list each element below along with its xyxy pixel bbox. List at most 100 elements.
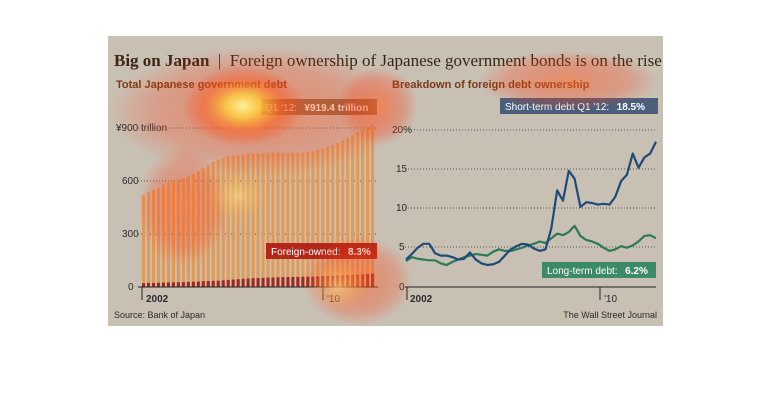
total-bar <box>316 149 320 287</box>
short-term-label-prefix: Short-term debt Q1 '12: <box>505 102 609 113</box>
total-bar <box>336 143 340 287</box>
foreign-bar <box>246 278 250 287</box>
left-total-label: Q1 '12: ¥919.4 trillion <box>261 99 377 115</box>
title-bold: Big on Japan <box>114 51 210 70</box>
total-bar <box>366 127 370 288</box>
total-bar <box>251 153 255 287</box>
total-bar <box>326 146 330 287</box>
foreign-bar <box>161 282 165 287</box>
right-subtitle: Breakdown of foreign debt ownership <box>392 79 590 91</box>
total-bar <box>206 165 210 287</box>
foreign-bar <box>186 281 190 287</box>
foreign-bar <box>336 275 340 287</box>
foreign-bar <box>176 282 180 287</box>
long-term-label-prefix: Long-term debt: <box>547 266 618 277</box>
foreign-bar <box>226 279 230 287</box>
total-bar <box>216 159 220 287</box>
total-bar <box>186 176 190 287</box>
right-y-tick-10: 10 <box>396 203 408 214</box>
title-rest: Foreign ownership of Japanese government… <box>230 51 662 70</box>
foreign-bar <box>361 274 365 287</box>
foreign-bar <box>216 280 220 287</box>
total-bar <box>311 150 315 287</box>
left-y-tick-300: 300 <box>122 229 139 240</box>
total-bar <box>201 168 205 287</box>
foreign-bar <box>286 277 290 287</box>
total-bar <box>196 171 200 287</box>
left-y-tick-0: 0 <box>128 282 134 293</box>
foreign-bar <box>326 276 330 287</box>
total-bar <box>171 181 175 287</box>
total-bar <box>176 179 180 287</box>
credit-text: The Wall Street Journal <box>563 310 657 320</box>
total-bar <box>331 144 335 287</box>
foreign-bar <box>206 280 210 287</box>
foreign-bar <box>151 282 156 287</box>
long-term-label-text: Long-term debt: 6.2% <box>547 261 648 278</box>
foreign-bar <box>261 277 265 287</box>
total-bar <box>231 155 235 287</box>
total-bar <box>291 152 295 287</box>
foreign-bar <box>142 283 146 287</box>
left-x-tick-10: '10 <box>327 294 340 305</box>
foreign-bar <box>281 277 285 287</box>
left-subtitle: Total Japanese government debt <box>116 79 287 91</box>
foreign-bar <box>346 275 350 287</box>
foreign-bar <box>146 282 151 287</box>
total-bar <box>276 152 280 287</box>
total-bar <box>271 152 275 287</box>
foreign-bar <box>181 282 185 287</box>
total-bar <box>226 156 230 287</box>
total-bar <box>286 153 290 287</box>
total-bar <box>256 153 260 287</box>
total-bar <box>156 188 161 287</box>
left-x-tick-2002: 2002 <box>146 294 169 305</box>
total-bar <box>306 151 310 287</box>
total-bar <box>351 135 355 287</box>
left-foreign-label: Foreign-owned: 8.3% <box>266 243 377 259</box>
foreign-bar <box>236 279 240 287</box>
right-x-tick-10: '10 <box>604 294 617 305</box>
foreign-bar <box>196 281 200 287</box>
right-y-tick-0: 0 <box>399 282 405 293</box>
foreign-bar <box>231 279 235 287</box>
figure-title: Big on Japan | Foreign ownership of Japa… <box>114 51 662 70</box>
foreign-bar <box>211 280 215 287</box>
short-term-label: Short-term debt Q1 '12: 18.5% <box>500 98 658 114</box>
foreign-bar <box>296 276 300 287</box>
foreign-label-value: 8.3% <box>348 247 371 258</box>
foreign-bar <box>256 277 260 287</box>
total-bar <box>356 132 360 287</box>
long-term-debt-line <box>405 224 657 267</box>
short-term-label-value: 18.5% <box>617 102 645 113</box>
total-bar <box>151 189 156 287</box>
foreign-bar <box>341 275 345 287</box>
total-bar <box>236 154 240 287</box>
total-bar <box>166 182 170 287</box>
foreign-bar <box>276 277 280 287</box>
chart-figure: Big on Japan | Foreign ownership of Japa… <box>108 36 663 326</box>
foreign-bar <box>321 276 325 287</box>
total-bar <box>161 184 165 287</box>
total-bar <box>361 129 365 287</box>
foreign-bar <box>221 280 225 287</box>
total-bar <box>266 153 270 287</box>
total-bar <box>301 152 305 287</box>
total-bar <box>191 173 195 287</box>
foreign-bar <box>316 276 320 287</box>
title-separator: | <box>218 51 221 70</box>
short-term-debt-line <box>405 141 657 267</box>
foreign-bar <box>171 282 175 287</box>
long-term-label-value: 6.2% <box>625 266 648 277</box>
total-label-value: ¥919.4 trillion <box>304 103 368 114</box>
foreign-bar <box>201 281 205 287</box>
total-bar <box>371 124 375 287</box>
total-label-prefix: Q1 '12: <box>265 103 297 114</box>
total-bar <box>281 152 285 287</box>
foreign-bar <box>331 275 335 287</box>
total-bar <box>221 158 225 287</box>
long-term-label-box <box>542 262 656 278</box>
source-text: Source: Bank of Japan <box>114 310 205 320</box>
total-bar <box>341 140 345 287</box>
total-bar <box>246 154 250 287</box>
